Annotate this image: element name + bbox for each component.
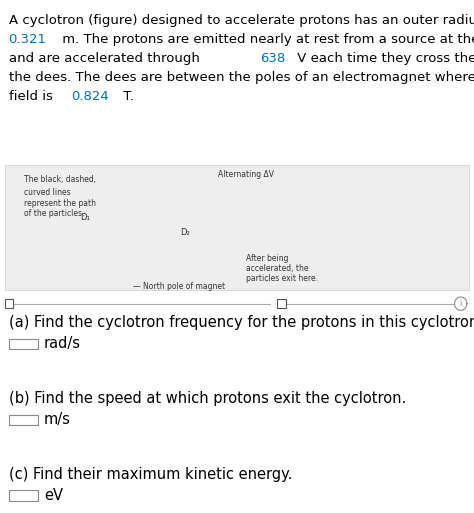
- Text: field is: field is: [9, 90, 57, 103]
- Text: and are accelerated through: and are accelerated through: [9, 52, 204, 65]
- Text: the dees. The dees are between the poles of an electromagnet where the: the dees. The dees are between the poles…: [9, 71, 474, 84]
- FancyBboxPatch shape: [5, 165, 469, 290]
- Text: T.: T.: [119, 90, 134, 103]
- Text: — North pole of magnet: — North pole of magnet: [133, 282, 225, 291]
- FancyBboxPatch shape: [9, 339, 38, 349]
- FancyBboxPatch shape: [5, 299, 13, 308]
- Text: A cyclotron (figure) designed to accelerate protons has an outer radius of: A cyclotron (figure) designed to acceler…: [9, 14, 474, 27]
- Text: D₁: D₁: [81, 213, 91, 222]
- Text: After being: After being: [246, 254, 289, 263]
- FancyBboxPatch shape: [277, 299, 286, 308]
- Text: accelerated, the: accelerated, the: [246, 264, 309, 273]
- Text: The black, dashed,: The black, dashed,: [24, 175, 96, 185]
- FancyBboxPatch shape: [9, 490, 38, 501]
- Text: curved lines: curved lines: [24, 188, 70, 198]
- Text: 0.824: 0.824: [71, 90, 109, 103]
- Text: (c) Find their maximum kinetic energy.: (c) Find their maximum kinetic energy.: [9, 467, 292, 482]
- Text: m. The protons are emitted nearly at rest from a source at the center: m. The protons are emitted nearly at res…: [57, 33, 474, 46]
- Text: 0.321: 0.321: [9, 33, 46, 46]
- Text: Alternating ΔV: Alternating ΔV: [218, 170, 274, 180]
- Text: (b) Find the speed at which protons exit the cyclotron.: (b) Find the speed at which protons exit…: [9, 391, 406, 406]
- FancyBboxPatch shape: [9, 415, 38, 425]
- Text: rad/s: rad/s: [44, 336, 81, 351]
- Text: particles exit here.: particles exit here.: [246, 274, 319, 284]
- Text: D₂: D₂: [180, 228, 190, 237]
- Text: (a) Find the cyclotron frequency for the protons in this cyclotron.: (a) Find the cyclotron frequency for the…: [9, 315, 474, 330]
- Text: of the particles.: of the particles.: [24, 209, 84, 218]
- Text: 638: 638: [260, 52, 285, 65]
- Text: V each time they cross the gap between: V each time they cross the gap between: [293, 52, 474, 65]
- Text: eV: eV: [44, 488, 63, 503]
- Text: m/s: m/s: [44, 412, 71, 427]
- Text: represent the path: represent the path: [24, 199, 96, 208]
- Text: i: i: [459, 299, 462, 308]
